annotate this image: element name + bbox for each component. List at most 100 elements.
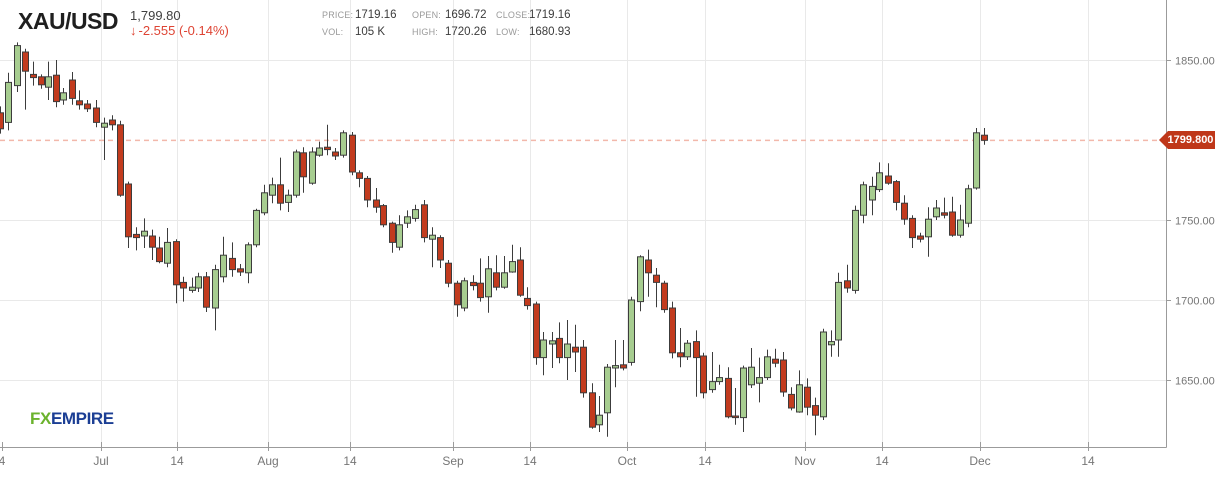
- x-axis[interactable]: 4 Jul 14 Aug 14 Sep 14 Oct 14 Nov 14 Dec 14: [0, 442, 1095, 468]
- candle[interactable]: [700, 352, 707, 399]
- candle[interactable]: [925, 207, 932, 257]
- candle[interactable]: [869, 176, 876, 216]
- candle[interactable]: [653, 268, 660, 308]
- candle[interactable]: [421, 200, 428, 243]
- candle[interactable]: [437, 235, 444, 268]
- candle[interactable]: [470, 275, 477, 291]
- candle[interactable]: [620, 340, 627, 371]
- candle[interactable]: [852, 205, 859, 294]
- candle[interactable]: [38, 74, 45, 89]
- candle[interactable]: [981, 128, 988, 145]
- candle[interactable]: [69, 72, 76, 105]
- candle[interactable]: [764, 349, 771, 380]
- candle[interactable]: [45, 61, 52, 100]
- candle[interactable]: [0, 106, 4, 134]
- candle[interactable]: [725, 367, 732, 419]
- candle[interactable]: [156, 236, 163, 264]
- candle[interactable]: [373, 188, 380, 213]
- candle[interactable]: [149, 229, 156, 260]
- candle[interactable]: [461, 277, 468, 312]
- candle[interactable]: [637, 255, 644, 312]
- candle[interactable]: [14, 42, 21, 92]
- candle[interactable]: [780, 352, 787, 397]
- candle[interactable]: [332, 148, 339, 160]
- candle[interactable]: [316, 141, 323, 157]
- candle[interactable]: [596, 396, 603, 432]
- candle[interactable]: [540, 332, 547, 376]
- candle[interactable]: [909, 215, 916, 248]
- fxempire-logo[interactable]: FXEMPIRE: [30, 409, 114, 429]
- candle[interactable]: [245, 242, 252, 284]
- candle[interactable]: [740, 365, 747, 432]
- candle[interactable]: [556, 322, 563, 364]
- candle[interactable]: [788, 387, 795, 411]
- candle[interactable]: [669, 301, 676, 359]
- candle[interactable]: [580, 340, 587, 398]
- candle[interactable]: [949, 196, 956, 237]
- candle[interactable]: [645, 249, 652, 297]
- candle[interactable]: [524, 287, 531, 310]
- candle[interactable]: [180, 276, 187, 302]
- candle[interactable]: [76, 90, 83, 110]
- candle[interactable]: [293, 149, 300, 198]
- candle[interactable]: [396, 215, 403, 251]
- candle[interactable]: [173, 239, 180, 304]
- candle[interactable]: [141, 218, 148, 248]
- candle[interactable]: [796, 370, 803, 413]
- candle[interactable]: [356, 170, 363, 188]
- candle[interactable]: [572, 324, 579, 372]
- candle[interactable]: [965, 184, 972, 228]
- candle[interactable]: [125, 181, 132, 248]
- candle[interactable]: [253, 208, 260, 248]
- candle[interactable]: [709, 352, 716, 393]
- candle[interactable]: [804, 378, 811, 416]
- candle[interactable]: [101, 117, 108, 160]
- candle[interactable]: [589, 383, 596, 429]
- candle[interactable]: [549, 332, 556, 368]
- candle[interactable]: [748, 348, 755, 388]
- candle[interactable]: [509, 244, 516, 273]
- candle[interactable]: [941, 197, 948, 219]
- candle[interactable]: [933, 200, 940, 220]
- candle[interactable]: [53, 60, 60, 108]
- candle[interactable]: [485, 256, 492, 313]
- candle[interactable]: [917, 232, 924, 243]
- candle[interactable]: [189, 277, 196, 293]
- candle[interactable]: [269, 177, 276, 204]
- candle[interactable]: [820, 328, 827, 420]
- candle[interactable]: [604, 364, 611, 437]
- candle[interactable]: [860, 181, 867, 224]
- candle[interactable]: [340, 130, 347, 158]
- candle[interactable]: [756, 357, 763, 403]
- candle[interactable]: [684, 340, 691, 360]
- candle[interactable]: [229, 242, 236, 277]
- candle[interactable]: [828, 330, 835, 357]
- candle[interactable]: [212, 264, 219, 331]
- candle[interactable]: [60, 88, 67, 105]
- candle[interactable]: [893, 180, 900, 211]
- candle[interactable]: [195, 272, 202, 292]
- candle[interactable]: [957, 204, 964, 238]
- candlestick-series[interactable]: [0, 42, 988, 437]
- candle[interactable]: [429, 227, 436, 268]
- candle[interactable]: [835, 272, 842, 357]
- candle[interactable]: [220, 236, 227, 283]
- candle[interactable]: [454, 280, 461, 317]
- candle[interactable]: [876, 162, 883, 192]
- candle[interactable]: [445, 260, 452, 288]
- candle[interactable]: [364, 176, 371, 208]
- candle[interactable]: [693, 330, 700, 397]
- candle[interactable]: [628, 296, 635, 366]
- candle[interactable]: [349, 132, 356, 176]
- candle[interactable]: [716, 364, 723, 385]
- candle[interactable]: [261, 184, 268, 216]
- candle[interactable]: [300, 147, 307, 193]
- candle[interactable]: [412, 204, 419, 222]
- candle[interactable]: [404, 210, 411, 228]
- candle[interactable]: [30, 61, 37, 86]
- candle[interactable]: [237, 264, 244, 276]
- candle[interactable]: [901, 195, 908, 225]
- candle[interactable]: [324, 124, 331, 156]
- candle[interactable]: [564, 320, 571, 380]
